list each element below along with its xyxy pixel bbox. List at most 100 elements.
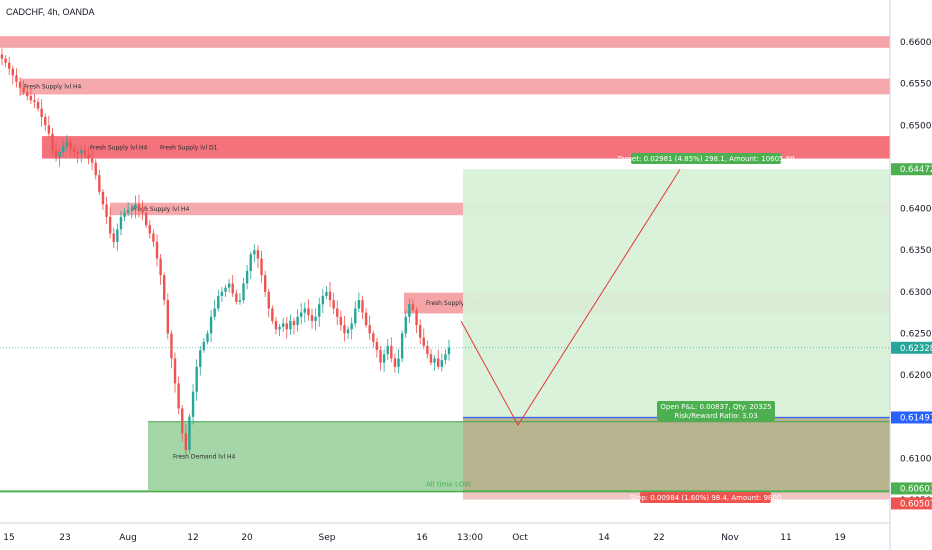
candle-body (26, 91, 29, 97)
candle (278, 324, 281, 337)
candle-body (278, 326, 281, 330)
price-tag-label: 0.60603 (900, 484, 932, 494)
candle (325, 286, 328, 300)
candle (253, 244, 256, 263)
open-pnl-label: Open P&L: 0.00837, Qty: 20325Risk/Reward… (657, 401, 775, 421)
candle-body (54, 150, 58, 157)
price-tags: 0.64472 0.62328 0.61491 0.60603 0.60507 (891, 163, 932, 510)
candle-body (267, 291, 270, 309)
candle (292, 317, 296, 335)
candle (188, 414, 191, 454)
candle-body (141, 208, 144, 213)
candle-body (292, 320, 296, 326)
candle-body (76, 151, 79, 154)
candle (148, 220, 151, 239)
candle-body (209, 316, 213, 334)
time-tick-label: 11 (780, 533, 791, 543)
candle-body (310, 315, 314, 321)
candle-body (422, 337, 425, 346)
candle-body (379, 350, 382, 363)
candle (130, 204, 133, 219)
candle (123, 208, 126, 222)
candle-body (397, 358, 400, 367)
candle-body (393, 358, 397, 367)
candle (271, 305, 274, 324)
candle-body (123, 212, 126, 217)
price-tag-label: 0.60507 (900, 499, 932, 509)
price-tag-bg (891, 497, 932, 510)
candle-body (15, 75, 18, 82)
candle (98, 169, 101, 196)
candle-body (418, 325, 422, 338)
candle (321, 288, 325, 314)
candle (217, 289, 220, 312)
candle-body (274, 320, 278, 330)
time-tick-label: 12 (187, 533, 198, 543)
candle (134, 195, 137, 219)
candle-body (65, 141, 69, 147)
candle (375, 337, 379, 358)
time-tick-label: 13:00 (457, 533, 483, 543)
stop-label: Stop: 0.00984 (1.60%) 98.4, Amount: 9800 (630, 492, 781, 503)
candle-body (213, 308, 216, 317)
candle (36, 98, 40, 112)
overlay-layer: Target: 0.02981 (4.85%) 298.1, Amount: 1… (460, 153, 795, 503)
candle (213, 299, 216, 321)
candle (415, 307, 418, 334)
candle (80, 145, 83, 163)
candle (209, 310, 213, 343)
candle (382, 349, 386, 372)
candle-body (346, 329, 350, 334)
candle-body (260, 258, 263, 276)
time-tick-label: 23 (59, 533, 70, 543)
time-axis[interactable]: 15 23 Aug 12 20 Sep 16 13:00 Oct 14 22 Nov 11 19 (3, 533, 846, 543)
candle-body (332, 300, 335, 309)
candle (199, 345, 202, 376)
candle-body (11, 68, 15, 76)
candle (0, 48, 4, 66)
candle (429, 348, 433, 366)
candle-body (58, 151, 61, 157)
candle (339, 310, 343, 331)
candle-body (4, 58, 7, 63)
candle-body (390, 345, 393, 359)
candle (238, 292, 242, 305)
time-tick-label: Nov (721, 533, 739, 543)
candle-body (116, 229, 119, 242)
candle (336, 300, 339, 326)
candle (235, 289, 238, 305)
candle-body (354, 308, 357, 324)
candle (289, 314, 292, 335)
candle (368, 315, 371, 340)
candle (354, 301, 357, 328)
candle (357, 292, 361, 313)
candle (433, 354, 436, 371)
candle-body (83, 150, 87, 155)
time-tick-label: 22 (653, 533, 664, 543)
candle (379, 345, 382, 371)
candle-body (440, 360, 443, 367)
demand-zone-h4-label: Fresh Demand lvl H4 (173, 454, 236, 461)
candle-body (51, 133, 54, 151)
supply-zone-h4-1 (20, 78, 890, 95)
candle (267, 288, 270, 318)
candle (249, 251, 252, 280)
candle (310, 308, 314, 329)
candle-body (94, 162, 97, 176)
candle (440, 353, 443, 372)
candle-body (382, 354, 386, 363)
candle (144, 206, 148, 228)
candle (224, 284, 227, 297)
candle (15, 68, 18, 88)
candle-body (33, 100, 36, 102)
candle-body (29, 96, 33, 101)
candle-body (199, 350, 202, 367)
candle (119, 210, 123, 236)
candle-body (404, 316, 407, 334)
candle-body (238, 300, 242, 302)
candle-body (184, 433, 188, 451)
